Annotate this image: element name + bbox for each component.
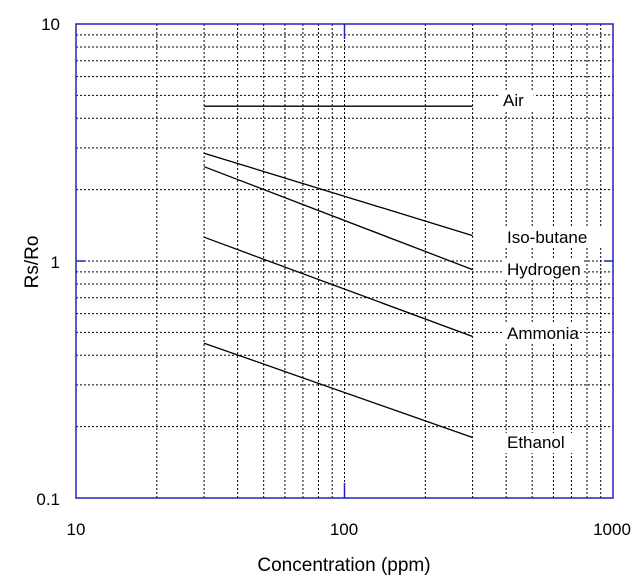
- series-label-hydrogen: Hydrogen: [507, 260, 581, 279]
- y-tick-label-0.1: 0.1: [36, 490, 60, 509]
- series-label-iso-butane: Iso-butane: [507, 228, 587, 247]
- x-tick-label-10: 10: [67, 520, 86, 539]
- series-label-bg-ethanol: [504, 433, 575, 453]
- series-line-hydrogen: [203, 166, 473, 271]
- series-label-bg-hydrogen: [504, 260, 584, 280]
- series-line-ammonia: [203, 236, 473, 338]
- x-axis-label: Concentration (ppm): [257, 555, 430, 576]
- x-tick-label-100: 100: [330, 520, 358, 539]
- series-label-bg-ammonia: [504, 324, 575, 344]
- frame-ticks: [76, 24, 613, 498]
- series-label-bg-air: [500, 91, 534, 111]
- y-tick-label-1: 1: [51, 253, 60, 272]
- series-group: [203, 105, 473, 439]
- series-line-ethanol: [203, 342, 473, 439]
- series-label-ethanol: Ethanol: [507, 433, 565, 452]
- series-line-iso-butane: [203, 152, 473, 237]
- y-axis-label: Rs/Ro: [22, 236, 43, 289]
- series-label-ammonia: Ammonia: [507, 324, 579, 343]
- x-tick-label-1000: 1000: [593, 520, 631, 539]
- series-label-air: Air: [503, 91, 524, 110]
- series-labels: Air Iso-butane Hydrogen Ammonia Ethanol: [500, 91, 602, 453]
- series-label-bg-iso-butane: [504, 228, 602, 248]
- y-tick-label-10: 10: [41, 15, 60, 34]
